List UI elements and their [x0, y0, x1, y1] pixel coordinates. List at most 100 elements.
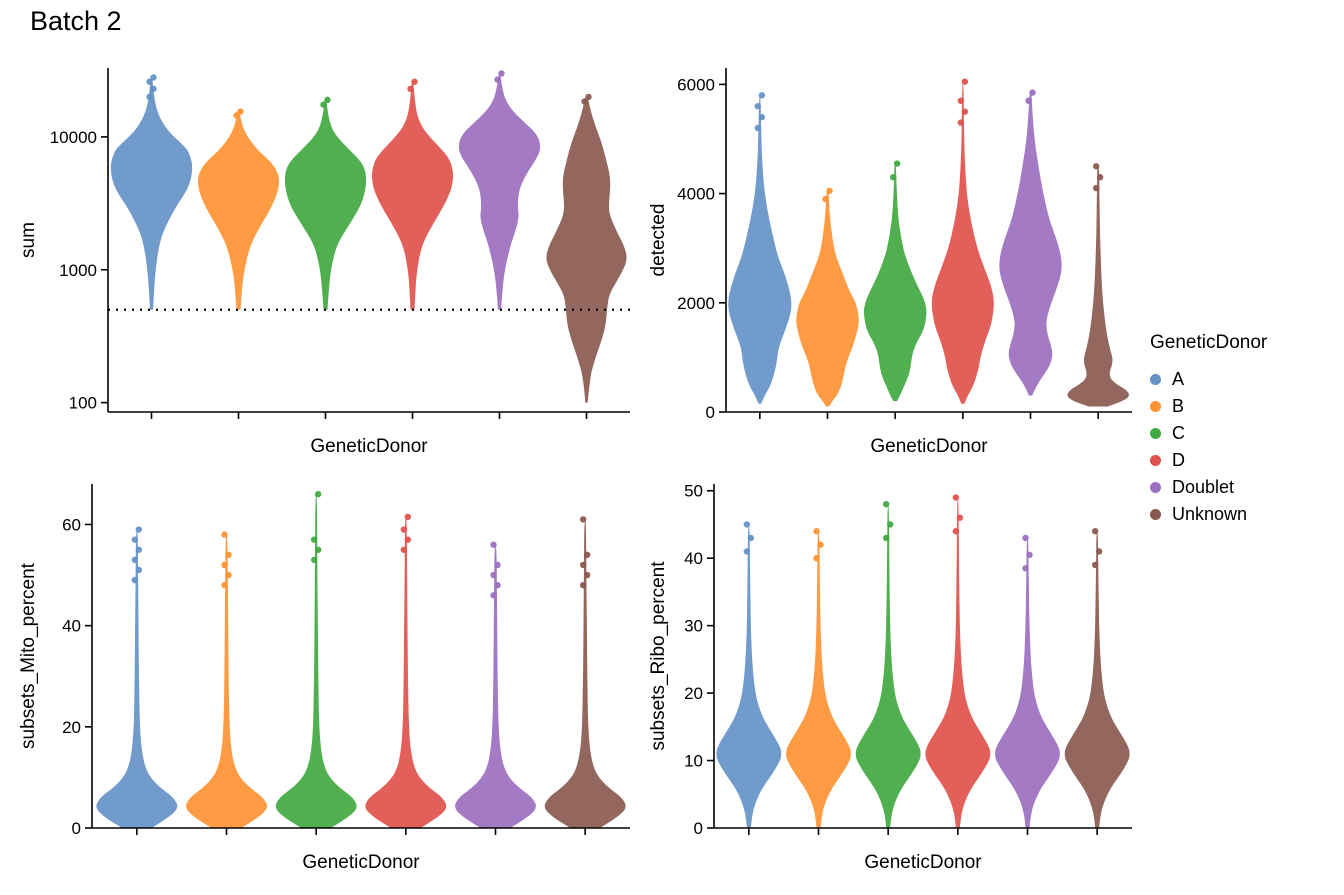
legend-swatch-icon	[1150, 455, 1161, 466]
outlier-dot	[579, 561, 587, 569]
outlier-dot	[1022, 565, 1029, 572]
outlier-dot	[498, 70, 505, 77]
y-axis-title: sum	[18, 222, 39, 258]
violin-a	[716, 524, 782, 828]
outlier-dot	[961, 108, 969, 115]
y-tick-label: 10000	[50, 128, 97, 147]
outlier-dot	[1026, 551, 1033, 559]
violin-doublet	[999, 92, 1062, 396]
outlier-dot	[146, 93, 153, 101]
outlier-dot	[754, 124, 762, 132]
outlier-dot	[893, 160, 901, 167]
y-tick-label: 60	[62, 515, 81, 534]
outlier-dot	[1029, 89, 1036, 96]
outlier-dot	[579, 581, 587, 589]
outlier-dot	[754, 103, 762, 110]
outlier-dot	[1091, 561, 1099, 569]
legend-item-doublet: Doublet	[1150, 474, 1267, 501]
outlier-dot	[494, 76, 501, 83]
legend-item-unknown: Unknown	[1150, 501, 1267, 528]
outlier-dot	[813, 528, 820, 535]
y-tick-label: 40	[684, 549, 703, 568]
violin-unknown	[1067, 166, 1129, 407]
outlier-dot	[494, 561, 501, 569]
outlier-dot	[310, 556, 318, 564]
outlier-dot	[889, 174, 897, 181]
y-tick-label: 30	[684, 617, 703, 636]
outlier-dot	[404, 513, 412, 521]
y-tick-label: 6000	[677, 75, 715, 94]
x-axis-title: GeneticDonor	[864, 852, 982, 873]
violin-doublet	[995, 538, 1060, 828]
outlier-dot	[1022, 534, 1029, 542]
outlier-dot	[952, 494, 960, 501]
violin-b	[186, 534, 267, 828]
outlier-dot	[1092, 163, 1100, 170]
violin-a	[110, 77, 193, 310]
y-tick-label: 10	[684, 752, 703, 771]
outlier-dot	[221, 531, 228, 538]
outlier-dot	[758, 113, 766, 121]
outlier-dot	[886, 521, 894, 528]
outlier-dot	[131, 536, 139, 543]
violin-a	[728, 95, 792, 404]
outlier-dot	[1025, 97, 1032, 104]
y-tick-label: 0	[694, 819, 703, 838]
panel-detected: 0 2000 4000 6000 GeneticDonor detected	[648, 68, 1132, 457]
violin-b	[197, 109, 280, 310]
violin-d	[925, 497, 991, 828]
outlier-dot	[961, 78, 969, 85]
outlier-dot	[817, 541, 824, 548]
violin-c	[855, 504, 921, 828]
y-tick-label: 50	[684, 482, 703, 501]
outlier-dot	[135, 566, 143, 574]
outlier-dot	[324, 96, 331, 104]
outlier-dot	[1091, 528, 1099, 535]
legend-swatch-icon	[1150, 428, 1161, 439]
outlier-dot	[490, 541, 497, 548]
violin-c	[863, 160, 927, 402]
outlier-dot	[404, 536, 412, 543]
outlier-dot	[135, 526, 143, 533]
outlier-dot	[221, 581, 228, 589]
outlier-dot	[314, 546, 322, 553]
legend-item-a: A	[1150, 366, 1267, 393]
outlier-dot	[237, 108, 244, 115]
outlier-dot	[1095, 548, 1103, 555]
y-tick-label: 0	[72, 819, 81, 838]
outlier-dot	[150, 74, 157, 81]
legend-item-label: Doublet	[1172, 477, 1235, 497]
outlier-dot	[957, 119, 965, 126]
outlier-dot	[146, 78, 153, 85]
legend-item-b: B	[1150, 393, 1267, 420]
y-tick-label: 2000	[677, 294, 715, 313]
violin-a	[96, 529, 178, 828]
y-tick-label: 0	[706, 403, 715, 422]
y-tick-label: 40	[62, 617, 81, 636]
outlier-dot	[225, 571, 232, 579]
outlier-dot	[225, 551, 232, 559]
outlier-dot	[747, 534, 755, 542]
outlier-dot	[150, 85, 157, 93]
panel-sum: 100 1000 10000 GeneticDonor sum	[18, 68, 630, 457]
y-tick-label: 4000	[677, 185, 715, 204]
figure-title: Batch 2	[30, 6, 122, 36]
legend-swatch-icon	[1150, 374, 1161, 385]
outlier-dot	[743, 521, 751, 528]
outlier-dot	[310, 536, 318, 543]
legend: GeneticDonor A B C D Doublet Unknown	[1150, 332, 1267, 528]
violin-d	[365, 514, 447, 828]
y-tick-label: 100	[69, 394, 97, 413]
y-tick-label: 1000	[59, 261, 97, 280]
violin-unknown	[1064, 531, 1130, 828]
outlier-dot	[400, 526, 408, 533]
x-axis-title: GeneticDonor	[310, 436, 428, 457]
outlier-dot	[581, 98, 588, 105]
violin-c	[275, 494, 357, 828]
violin-d	[931, 81, 994, 404]
outlier-dot	[411, 78, 418, 85]
violin-c	[284, 99, 367, 310]
outlier-dot	[813, 554, 820, 562]
violin-b	[796, 188, 859, 407]
y-axis-title: subsets_Mito_percent	[18, 562, 39, 749]
